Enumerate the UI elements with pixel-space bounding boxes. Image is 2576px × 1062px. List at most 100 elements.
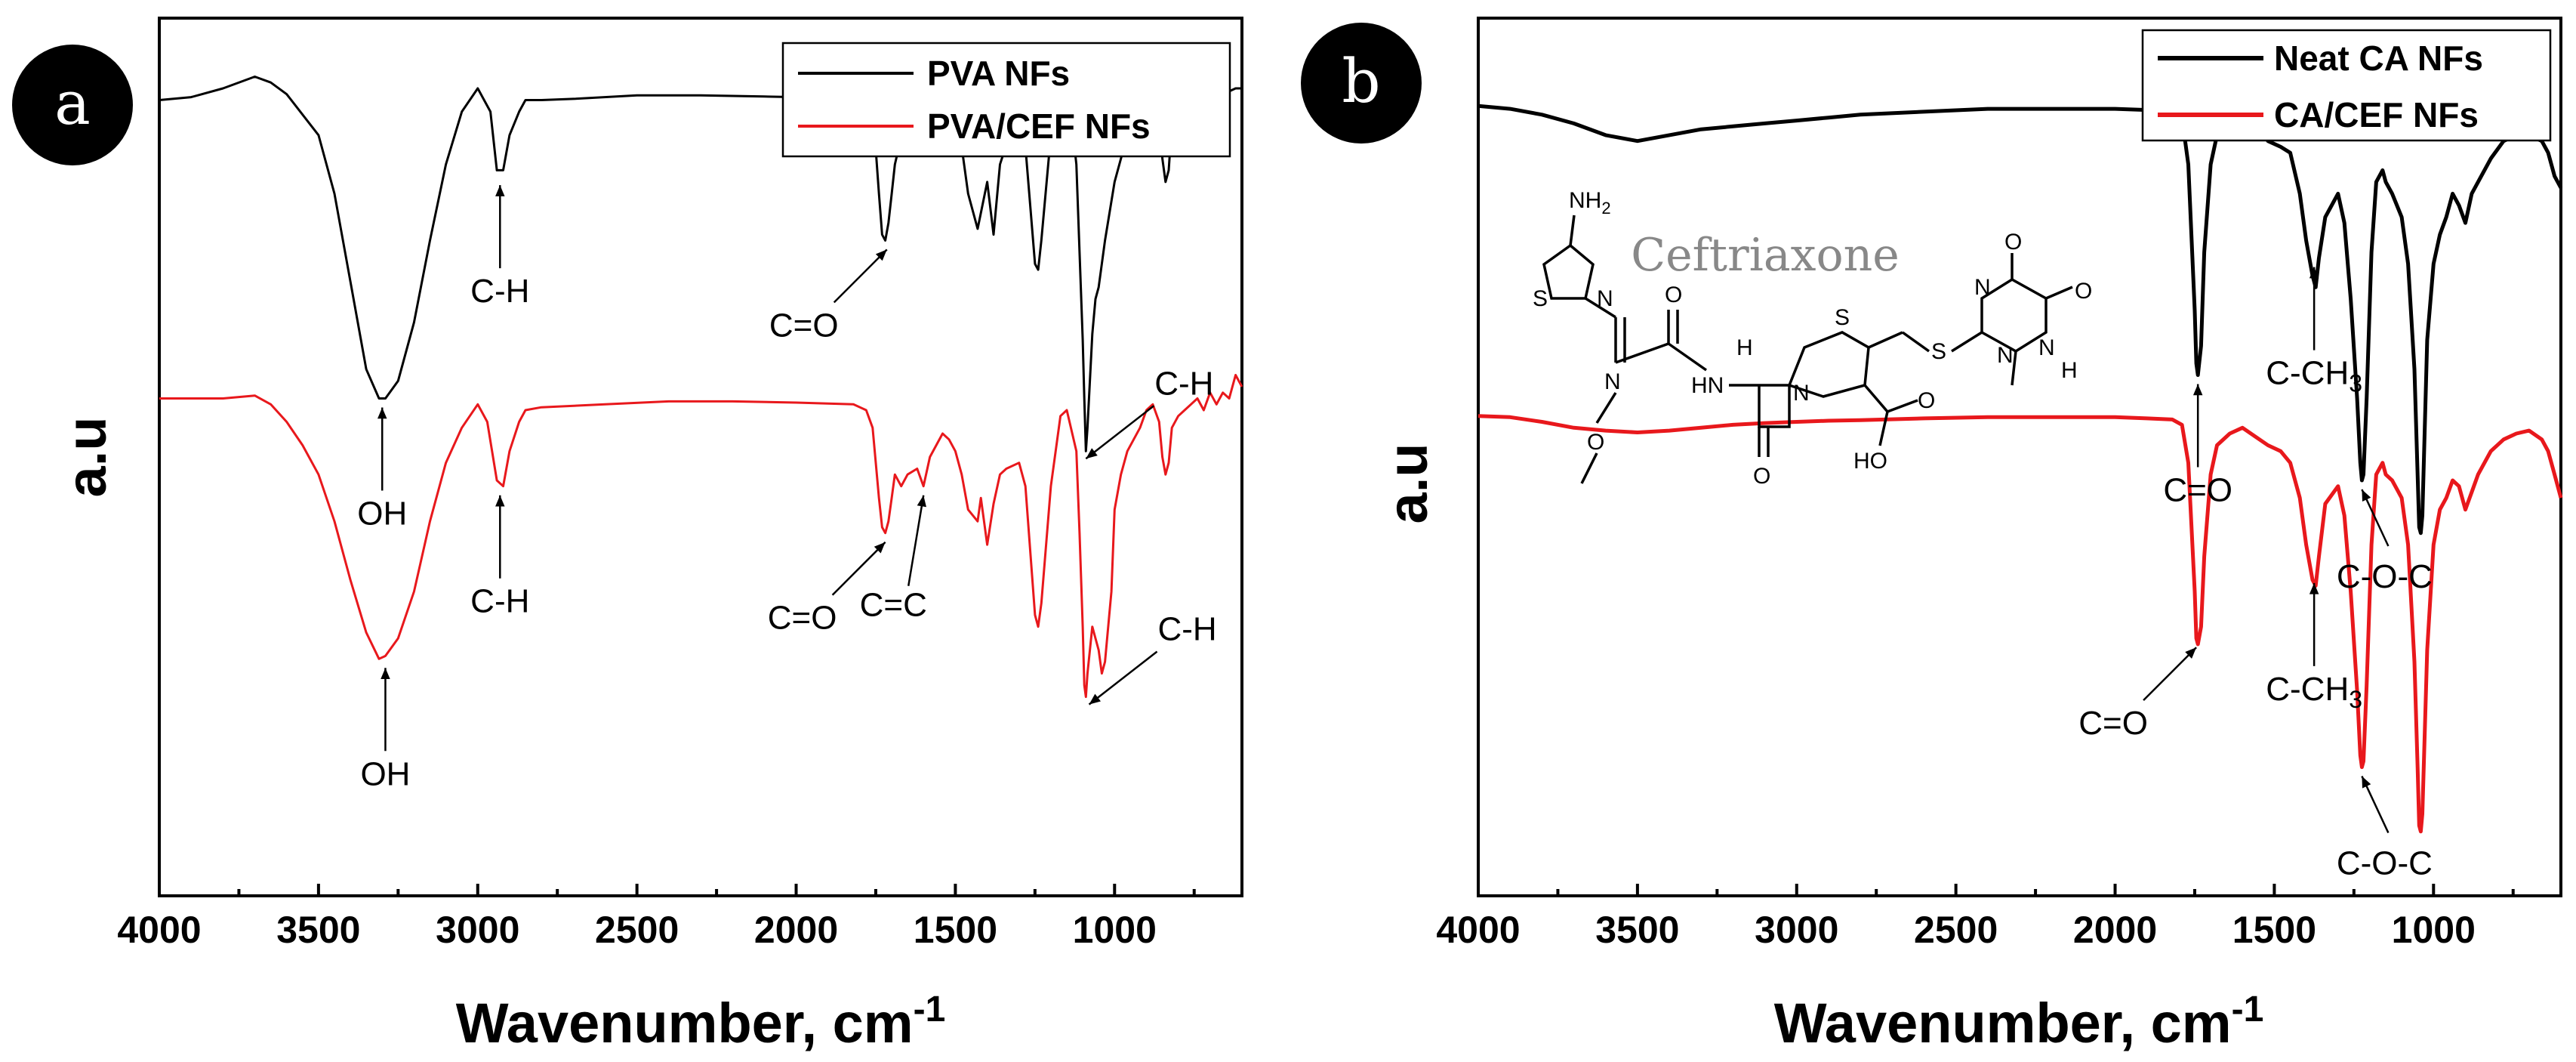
x-tick-label-a-3000: 3000 [436,909,519,951]
x-tick-label-b-2000: 2000 [2073,909,2157,951]
annotation-arrowhead-a-8 [1089,693,1102,705]
annotation-arrowhead-a-1 [495,185,505,196]
x-tick-label-b-2500: 2500 [1914,909,1998,951]
annotation-arrowhead-a-7 [917,495,926,508]
legend-box-a [781,42,1231,158]
panel-letter-b: b [1342,46,1380,116]
atom-nh2-sub: 2 [1601,199,1610,218]
annotation-label-b-0: C=O [2163,472,2232,509]
panel-a: 4000 3500 3000 2500 2000 1500 1000 OH C-H C=O C-H… [12,17,1243,1054]
bond-n-o [1595,392,1617,424]
x-tick-label-a-4000: 4000 [117,909,201,951]
bond-o-me [1580,452,1598,484]
x-axis-a: 4000 3500 3000 2500 2000 1500 1000 [117,884,1196,951]
annotation-label-a-1: C-H [470,273,529,310]
annotation-label-b-5: C-O-C [2337,845,2433,882]
x-tick-label-a-2500: 2500 [595,909,679,951]
structure-atoms: NH2 S N O N O H HN S N O HO O S N N N H … [1533,188,2092,489]
y-axis-label-b: a.u [1376,443,1439,524]
bond-triazine [1980,277,2048,353]
panel-letter-a: a [54,68,91,138]
bond-triazine-o2 [2045,286,2073,300]
x-axis-b: 4000 3500 3000 2500 2000 1500 1000 [1436,884,2515,951]
atom-n4: N [1974,275,1991,300]
bond-amide-n [1667,342,1708,372]
structure-bonds [1542,215,2073,484]
x-axis-label-b-text: Wavenumber, cm [1774,992,2232,1054]
ceftriaxone-structure: Ceftriaxone [1533,188,2092,489]
annotation-arrowhead-a-5 [495,495,505,507]
atom-s2: S [1835,305,1850,330]
annotation-arrowhead-a-6 [874,542,886,554]
y-axis-label-a: a.u [55,417,118,498]
legend-label-ca: Neat CA NFs [2274,39,2483,78]
atom-n6: N [1997,343,2014,368]
atom-o6: O [2075,279,2092,304]
bond-s-triazine [1951,331,1983,353]
annotation-arrowhead-b-4 [2309,582,2319,594]
atom-n3: N [1793,381,1810,406]
x-tick-label-a-1000: 1000 [1073,909,1157,951]
annotation-arrowhead-b-3 [2185,647,2197,659]
annotation-arrowhead-a-4 [381,668,390,679]
annotation-arrow-a-3 [1085,405,1155,460]
annotation-arrow-a-2 [833,249,888,304]
x-axis-label-b: Wavenumber, cm-1 [1774,989,2264,1054]
atom-s3: S [1931,339,1946,364]
annotation-arrow-a-7 [907,495,925,586]
x-tick-label-a-3500: 3500 [276,909,360,951]
x-tick-label-b-4000: 4000 [1436,909,1520,951]
annotation-arrowhead-b-1 [2309,267,2319,279]
bond-lactam [1758,384,1791,428]
bond-thiazole [1542,244,1595,300]
x-axis-label-b-sup: -1 [2232,989,2264,1030]
bond-triazine-me [2011,350,2017,386]
x-axis-label-a: Wavenumber, cm-1 [456,989,946,1054]
x-tick-label-b-1500: 1500 [2232,909,2316,951]
atom-nh2-text: NH [1569,188,1601,213]
x-axis-label-a-sup: -1 [914,989,946,1030]
atom-nh2: NH2 [1569,188,1611,218]
annotation-arrow-b-3 [2143,647,2197,702]
atom-o1: O [1665,282,1682,307]
series-line-b-0 [1478,103,2563,536]
structure-title: Ceftriaxone [1631,229,1900,282]
panel-b: 4000 3500 3000 2500 2000 1500 1000 C=O C-CH3 C-O… [1301,17,2563,1054]
annotations-a: OH C-H C=O C-H OH C-H C=O C=C C-H [357,185,1217,792]
legend-a: PVA NFs PVA/CEF NFs [781,42,1231,158]
atom-o2: O [1587,430,1604,455]
annotation-label-b-4: C-CH3 [2266,671,2362,713]
bond-cooh-o [1887,399,1918,413]
annotation-label-a-7: C=C [860,587,927,624]
legend-label-pva-cef: PVA/CEF NFs [927,107,1151,146]
x-tick-label-a-1500: 1500 [914,909,997,951]
bond-cooh-c [1863,384,1889,413]
bond-c4 [1585,297,1616,319]
atom-o4: O [1918,388,1935,413]
annotation-arrowhead-b-0 [2192,384,2203,396]
annotation-label-a-8: C-H [1157,611,1216,648]
annotation-arrow-a-8 [1088,650,1158,705]
annotation-arrowhead-a-3 [1086,448,1098,459]
annotation-arrowhead-b-5 [2362,776,2371,789]
annotation-label-a-5: C-H [470,583,529,620]
annotation-label-a-2: C=O [769,307,839,344]
atom-s1: S [1533,286,1548,311]
x-axis-label-a-text: Wavenumber, cm [456,992,914,1054]
plot-frame-a [158,17,1243,897]
atom-h2: H [2061,358,2078,383]
annotation-arrowhead-a-2 [875,249,887,261]
plot-frame-b [1477,17,2562,897]
annotation-arrowhead-a-0 [377,407,387,419]
bond-amide-c [1615,342,1669,364]
x-tick-label-b-3500: 3500 [1595,909,1679,951]
annotation-label-a-4: OH [360,755,410,792]
bond-nh2 [1569,215,1576,246]
annotation-label-a-3: C-H [1154,365,1213,402]
panel-badge-b [1301,23,1422,144]
series-group-b [1478,103,2563,834]
annotation-label-b-2: C-O-C [2337,558,2433,595]
atom-hn: HN [1691,373,1724,398]
legend-b: Neat CA NFs CA/CEF NFs [2141,29,2552,142]
